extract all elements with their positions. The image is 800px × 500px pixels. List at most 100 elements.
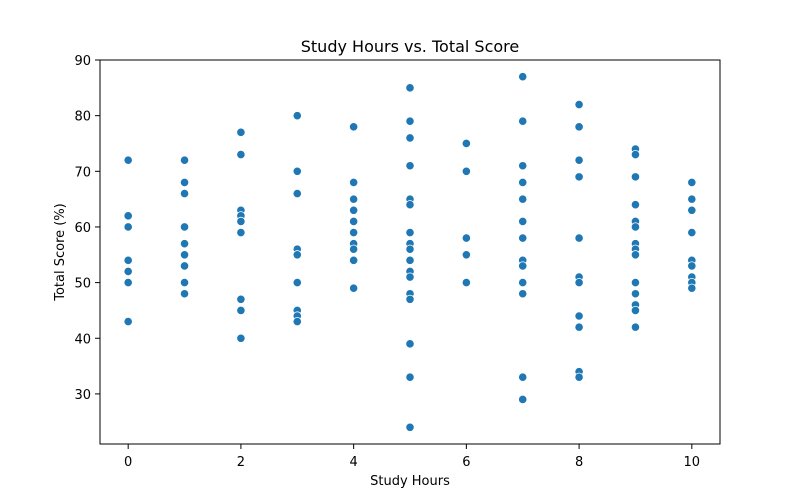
data-point	[687, 261, 697, 271]
y-axis-ticks: 30 40 50 60 70 80 90	[74, 54, 100, 403]
data-point	[630, 172, 641, 182]
data-point	[461, 278, 471, 288]
data-point	[574, 278, 584, 288]
data-point	[518, 194, 528, 204]
x-tick-label: 4	[349, 455, 357, 470]
y-axis-label: Total Score (%)	[53, 203, 68, 302]
data-point	[349, 283, 359, 293]
x-tick-label: 2	[237, 455, 245, 470]
points-layer	[123, 72, 697, 432]
data-point	[123, 155, 133, 165]
data-point	[236, 150, 246, 160]
data-point	[518, 261, 528, 271]
data-point	[518, 394, 528, 405]
data-point	[236, 216, 246, 226]
data-point	[349, 227, 359, 238]
data-point	[349, 216, 359, 226]
data-point	[179, 177, 190, 188]
data-point	[630, 150, 641, 160]
data-point	[179, 250, 190, 260]
y-tick-label: 80	[74, 110, 91, 125]
data-point	[236, 305, 246, 316]
data-point	[405, 372, 415, 382]
data-point	[574, 311, 584, 321]
y-tick-label: 50	[74, 277, 91, 292]
y-tick-label: 60	[74, 221, 91, 236]
data-point	[687, 227, 697, 238]
data-point	[405, 200, 415, 210]
data-point	[405, 83, 415, 93]
data-point	[630, 322, 641, 332]
data-point	[518, 372, 528, 382]
data-point	[292, 188, 302, 199]
data-point	[179, 278, 190, 288]
data-point	[630, 200, 641, 210]
plot-area-frame	[99, 59, 721, 445]
data-point	[123, 266, 133, 277]
data-point	[461, 166, 471, 176]
data-point	[518, 289, 528, 299]
data-point	[574, 122, 584, 132]
data-point	[405, 422, 415, 432]
data-point	[461, 250, 471, 260]
data-point	[518, 216, 528, 226]
data-point	[179, 188, 190, 199]
y-tick-label: 30	[74, 388, 91, 403]
data-point	[179, 289, 190, 299]
data-point	[123, 211, 133, 221]
data-point	[405, 116, 415, 126]
data-point	[349, 177, 359, 188]
data-point	[179, 222, 190, 232]
data-point	[123, 316, 133, 327]
data-point	[236, 127, 246, 137]
data-point	[123, 278, 133, 288]
data-point	[518, 161, 528, 171]
data-point	[687, 205, 697, 215]
data-point	[574, 233, 584, 243]
x-tick-label: 10	[684, 455, 701, 470]
data-point	[292, 166, 302, 176]
data-point	[630, 250, 641, 260]
data-point	[292, 316, 302, 327]
data-point	[574, 155, 584, 165]
data-point	[405, 244, 415, 254]
data-point	[179, 155, 190, 165]
data-point	[349, 194, 359, 204]
data-point	[236, 333, 246, 343]
data-point	[630, 289, 641, 299]
data-point	[405, 272, 415, 282]
data-point	[292, 278, 302, 288]
data-point	[349, 205, 359, 215]
data-point	[405, 161, 415, 171]
data-point	[405, 133, 415, 143]
data-point	[574, 172, 584, 182]
x-tick-label: 0	[124, 455, 132, 470]
data-point	[179, 239, 190, 249]
data-point	[687, 194, 697, 204]
data-point	[574, 372, 584, 382]
y-tick-label: 90	[74, 54, 91, 69]
x-tick-label: 8	[575, 455, 583, 470]
y-tick-label: 70	[74, 165, 91, 180]
data-point	[405, 255, 415, 265]
data-point	[349, 255, 359, 265]
data-point	[292, 250, 302, 260]
x-tick-label: 6	[462, 455, 470, 470]
data-point	[179, 261, 190, 271]
data-point	[405, 339, 415, 349]
data-point	[574, 99, 584, 110]
data-point	[687, 177, 697, 188]
data-point	[630, 305, 641, 316]
data-point	[292, 111, 302, 121]
data-point	[518, 233, 528, 243]
data-point	[461, 233, 471, 243]
data-point	[123, 255, 133, 265]
data-point	[236, 227, 246, 238]
data-point	[630, 278, 641, 288]
data-point	[461, 138, 471, 149]
chart-title: Study Hours vs. Total Score	[301, 37, 519, 56]
data-point	[405, 294, 415, 304]
data-point	[518, 177, 528, 188]
